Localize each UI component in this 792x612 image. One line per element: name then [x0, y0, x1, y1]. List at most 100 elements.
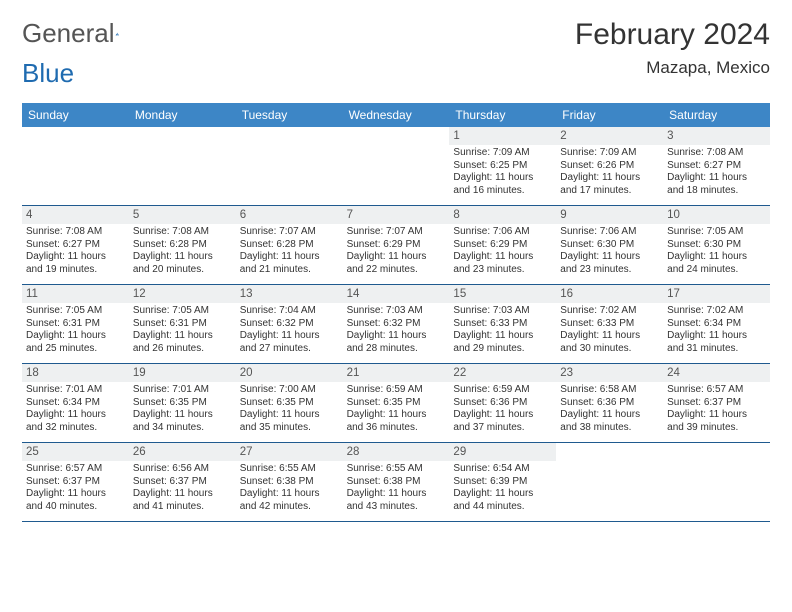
day-number: 9 — [556, 206, 663, 224]
sunrise-line: Sunrise: 6:55 AM — [240, 463, 339, 476]
sunrise-line: Sunrise: 6:57 AM — [667, 384, 766, 397]
calendar-cell: 6Sunrise: 7:07 AMSunset: 6:28 PMDaylight… — [236, 206, 343, 284]
sunrise-line: Sunrise: 7:02 AM — [560, 305, 659, 318]
daylight-line: Daylight: 11 hours and 23 minutes. — [453, 251, 552, 277]
sunrise-line: Sunrise: 6:57 AM — [26, 463, 125, 476]
day-number: 26 — [129, 443, 236, 461]
calendar-week-row: 4Sunrise: 7:08 AMSunset: 6:27 PMDaylight… — [22, 206, 770, 285]
calendar-cell: 14Sunrise: 7:03 AMSunset: 6:32 PMDayligh… — [343, 285, 450, 363]
day-number: 20 — [236, 364, 343, 382]
sunrise-line: Sunrise: 7:01 AM — [133, 384, 232, 397]
sunrise-line: Sunrise: 7:08 AM — [26, 226, 125, 239]
sunrise-line: Sunrise: 6:56 AM — [133, 463, 232, 476]
daylight-line: Daylight: 11 hours and 17 minutes. — [560, 172, 659, 198]
sunset-line: Sunset: 6:25 PM — [453, 160, 552, 173]
day-number: 27 — [236, 443, 343, 461]
day-number: 19 — [129, 364, 236, 382]
sunset-line: Sunset: 6:33 PM — [560, 318, 659, 331]
sunset-line: Sunset: 6:30 PM — [667, 239, 766, 252]
sunset-line: Sunset: 6:27 PM — [667, 160, 766, 173]
calendar-cell — [236, 127, 343, 205]
calendar-cell: 26 Sunrise: 6:56 AMSunset: 6:37 PMDayligh… — [129, 443, 236, 521]
sunrise-line: Sunrise: 7:04 AM — [240, 305, 339, 318]
calendar-cell: 12Sunrise: 7:05 AMSunset: 6:31 PMDayligh… — [129, 285, 236, 363]
brand-logo: General — [22, 18, 143, 49]
day-number: 21 — [343, 364, 450, 382]
day-number: 29 — [449, 443, 556, 461]
calendar-cell: 3Sunrise: 7:08 AMSunset: 6:27 PMDaylight… — [663, 127, 770, 205]
sunrise-line: Sunrise: 7:08 AM — [133, 226, 232, 239]
calendar-cell: 27Sunrise: 6:55 AMSunset: 6:38 PMDayligh… — [236, 443, 343, 521]
daylight-line: Daylight: 11 hours and 44 minutes. — [453, 488, 552, 514]
weekday-header: Wednesday — [343, 103, 450, 127]
title-block: February 2024 Mazapa, Mexico — [575, 18, 770, 78]
daylight-line: Daylight: 11 hours and 36 minutes. — [347, 409, 446, 435]
sunset-line: Sunset: 6:27 PM — [26, 239, 125, 252]
sunrise-line: Sunrise: 7:06 AM — [560, 226, 659, 239]
sunrise-line: Sunrise: 6:54 AM — [453, 463, 552, 476]
calendar-cell: 15Sunrise: 7:03 AMSunset: 6:33 PMDayligh… — [449, 285, 556, 363]
sunset-line: Sunset: 6:37 PM — [133, 476, 232, 489]
day-number: 1 — [449, 127, 556, 145]
sunrise-line: Sunrise: 7:07 AM — [347, 226, 446, 239]
daylight-line: Daylight: 11 hours and 39 minutes. — [667, 409, 766, 435]
day-number: 28 — [343, 443, 450, 461]
sunrise-line: Sunrise: 7:05 AM — [26, 305, 125, 318]
day-number: 16 — [556, 285, 663, 303]
sunrise-line: Sunrise: 7:09 AM — [453, 147, 552, 160]
daylight-line: Daylight: 11 hours and 29 minutes. — [453, 330, 552, 356]
sunset-line: Sunset: 6:26 PM — [560, 160, 659, 173]
sunset-line: Sunset: 6:30 PM — [560, 239, 659, 252]
sunset-line: Sunset: 6:32 PM — [240, 318, 339, 331]
calendar-cell: 16 Sunrise: 7:02 AMSunset: 6:33 PMDayligh… — [556, 285, 663, 363]
sunrise-line: Sunrise: 7:05 AM — [133, 305, 232, 318]
calendar-cell: 19Sunrise: 7:01 AMSunset: 6:35 PMDayligh… — [129, 364, 236, 442]
day-number: 2 — [556, 127, 663, 145]
sunset-line: Sunset: 6:35 PM — [240, 397, 339, 410]
brand-text-general: General — [22, 18, 115, 48]
daylight-line: Daylight: 11 hours and 20 minutes. — [133, 251, 232, 277]
sunset-line: Sunset: 6:29 PM — [347, 239, 446, 252]
sunrise-line: Sunrise: 7:03 AM — [453, 305, 552, 318]
calendar-cell: 21 Sunrise: 6:59 AMSunset: 6:35 PMDayligh… — [343, 364, 450, 442]
sunrise-line: Sunrise: 6:59 AM — [347, 384, 446, 397]
calendar-cell — [343, 127, 450, 205]
day-number: 22 — [449, 364, 556, 382]
sunset-line: Sunset: 6:32 PM — [347, 318, 446, 331]
day-number: 25 — [22, 443, 129, 461]
calendar-cell: 9Sunrise: 7:06 AMSunset: 6:30 PMDaylight… — [556, 206, 663, 284]
day-number: 10 — [663, 206, 770, 224]
daylight-line: Daylight: 11 hours and 28 minutes. — [347, 330, 446, 356]
sunset-line: Sunset: 6:39 PM — [453, 476, 552, 489]
daylight-line: Daylight: 11 hours and 21 minutes. — [240, 251, 339, 277]
daylight-line: Daylight: 11 hours and 30 minutes. — [560, 330, 659, 356]
sunset-line: Sunset: 6:38 PM — [347, 476, 446, 489]
sunset-line: Sunset: 6:34 PM — [667, 318, 766, 331]
calendar-cell — [556, 443, 663, 521]
calendar-cell — [129, 127, 236, 205]
sunrise-line: Sunrise: 7:06 AM — [453, 226, 552, 239]
calendar-cell: 24Sunrise: 6:57 AMSunset: 6:37 PMDayligh… — [663, 364, 770, 442]
sunset-line: Sunset: 6:31 PM — [26, 318, 125, 331]
sunrise-line: Sunrise: 6:58 AM — [560, 384, 659, 397]
daylight-line: Daylight: 11 hours and 19 minutes. — [26, 251, 125, 277]
day-number: 15 — [449, 285, 556, 303]
sunset-line: Sunset: 6:37 PM — [26, 476, 125, 489]
calendar-cell: 4Sunrise: 7:08 AMSunset: 6:27 PMDaylight… — [22, 206, 129, 284]
calendar-week-row: 11Sunrise: 7:05 AMSunset: 6:31 PMDayligh… — [22, 285, 770, 364]
daylight-line: Daylight: 11 hours and 24 minutes. — [667, 251, 766, 277]
sunset-line: Sunset: 6:35 PM — [347, 397, 446, 410]
daylight-line: Daylight: 11 hours and 16 minutes. — [453, 172, 552, 198]
sunrise-line: Sunrise: 6:59 AM — [453, 384, 552, 397]
day-number: 23 — [556, 364, 663, 382]
calendar-cell: 1 Sunrise: 7:09 AMSunset: 6:25 PMDaylight… — [449, 127, 556, 205]
calendar-cell — [663, 443, 770, 521]
daylight-line: Daylight: 11 hours and 41 minutes. — [133, 488, 232, 514]
calendar-cell — [22, 127, 129, 205]
day-number: 14 — [343, 285, 450, 303]
month-title: February 2024 — [575, 18, 770, 52]
sunrise-line: Sunrise: 7:07 AM — [240, 226, 339, 239]
calendar-cell: 18Sunrise: 7:01 AMSunset: 6:34 PMDayligh… — [22, 364, 129, 442]
weekday-header: Friday — [556, 103, 663, 127]
weekday-header: Monday — [129, 103, 236, 127]
